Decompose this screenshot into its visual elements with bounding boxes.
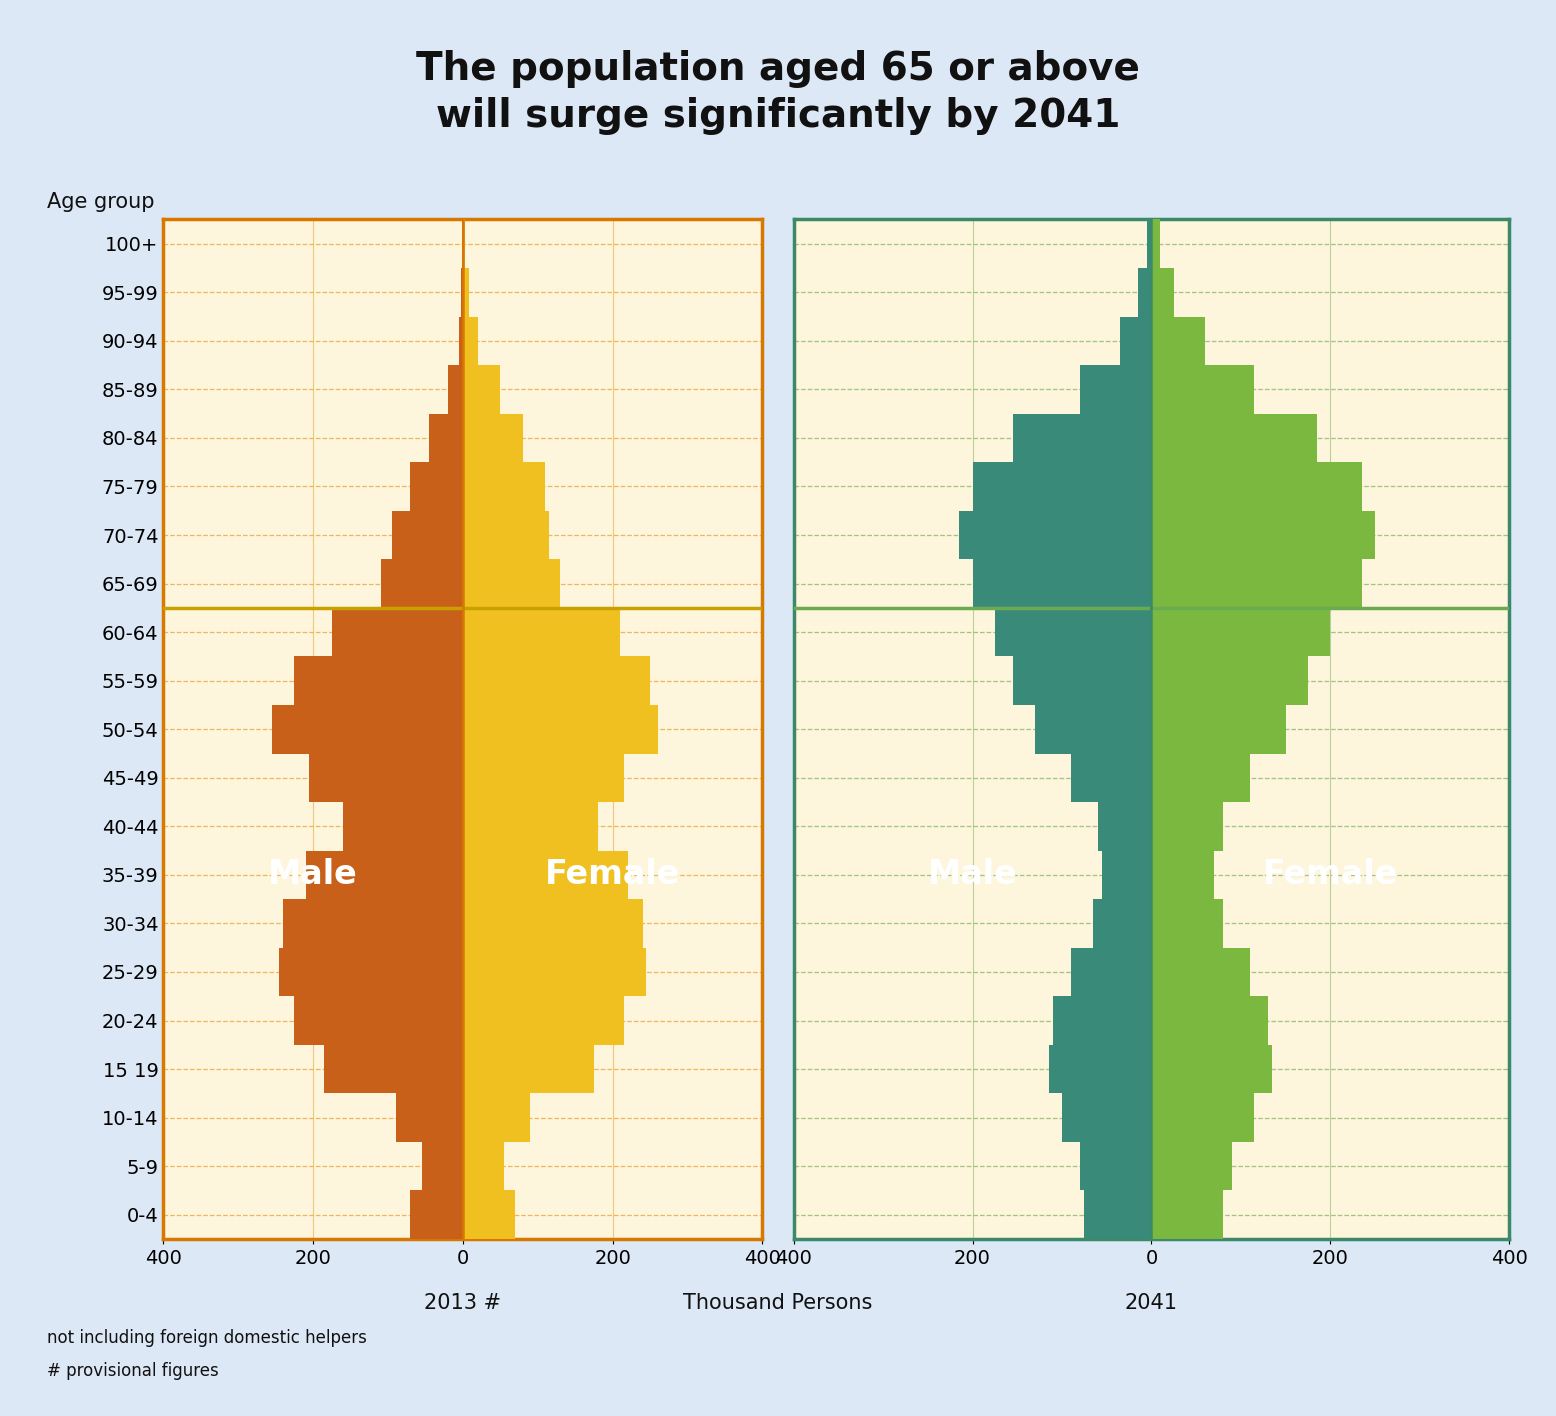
Bar [1061,1093,1151,1141]
Bar [462,1093,531,1141]
Bar [1151,317,1204,365]
Bar [1013,657,1151,705]
Bar [283,899,462,947]
Bar [462,607,621,657]
Bar [462,317,478,365]
Bar [1151,365,1254,413]
Bar [1147,219,1151,268]
Bar [462,705,658,753]
Bar [958,511,1151,559]
Bar [1151,1045,1273,1093]
Bar [429,413,462,462]
Bar [1151,705,1285,753]
Bar [462,511,549,559]
Bar [1080,1141,1151,1191]
Bar [1080,365,1151,413]
Text: not including foreign domestic helpers: not including foreign domestic helpers [47,1330,367,1347]
Bar [411,462,462,511]
Bar [462,365,501,413]
Bar [411,1191,462,1239]
Bar [395,1093,462,1141]
Bar [1053,997,1151,1045]
Bar [294,997,462,1045]
Bar [972,559,1151,607]
Bar [294,657,462,705]
Text: 2041: 2041 [1125,1293,1178,1313]
Bar [459,317,462,365]
Bar [1151,462,1362,511]
Bar [1013,413,1151,462]
Bar [1151,753,1249,801]
Bar [1151,1191,1223,1239]
Bar [462,1191,515,1239]
Bar [1099,801,1151,851]
Bar [1151,559,1362,607]
Bar [310,753,462,801]
Bar [1151,657,1309,705]
Bar [462,801,598,851]
Bar [1035,705,1151,753]
Bar [1071,947,1151,997]
Bar [381,559,462,607]
Bar [1102,851,1151,899]
Bar [994,607,1151,657]
Text: Female: Female [1262,858,1399,892]
Bar [462,657,650,705]
Bar [1151,947,1249,997]
Bar [272,705,462,753]
Bar [1151,997,1268,1045]
Bar [1151,413,1316,462]
Bar [462,559,560,607]
Text: Male: Male [927,858,1018,892]
Bar [1120,317,1151,365]
Bar [1151,511,1376,559]
Bar [305,851,462,899]
Bar [1151,899,1223,947]
Bar [1094,899,1151,947]
Bar [462,997,624,1045]
Bar [1151,219,1161,268]
Bar [1137,268,1151,317]
Bar [1151,1141,1232,1191]
Bar [462,753,624,801]
Bar [422,1141,462,1191]
Bar [448,365,462,413]
Bar [462,899,643,947]
Bar [462,947,646,997]
Bar [324,1045,462,1093]
Bar [1151,268,1173,317]
Bar [1151,801,1223,851]
Bar [1071,753,1151,801]
Bar [462,268,468,317]
Bar [462,851,627,899]
Text: Age group: Age group [47,193,154,212]
Bar [331,607,462,657]
Bar [1151,851,1214,899]
Text: 2013 #: 2013 # [425,1293,501,1313]
Bar [1085,1191,1151,1239]
Bar [1151,1093,1254,1141]
Text: Female: Female [545,858,680,892]
Bar [280,947,462,997]
Bar [462,1141,504,1191]
Text: Thousand Persons: Thousand Persons [683,1293,873,1313]
Bar [462,1045,594,1093]
Bar [462,462,545,511]
Bar [342,801,462,851]
Bar [462,413,523,462]
Bar [1049,1045,1151,1093]
Text: # provisional figures: # provisional figures [47,1362,218,1379]
Bar [462,219,465,268]
Bar [972,462,1151,511]
Text: Male: Male [268,858,358,892]
Text: The population aged 65 or above
will surge significantly by 2041: The population aged 65 or above will sur… [415,50,1141,135]
Bar [392,511,462,559]
Bar [1151,607,1330,657]
